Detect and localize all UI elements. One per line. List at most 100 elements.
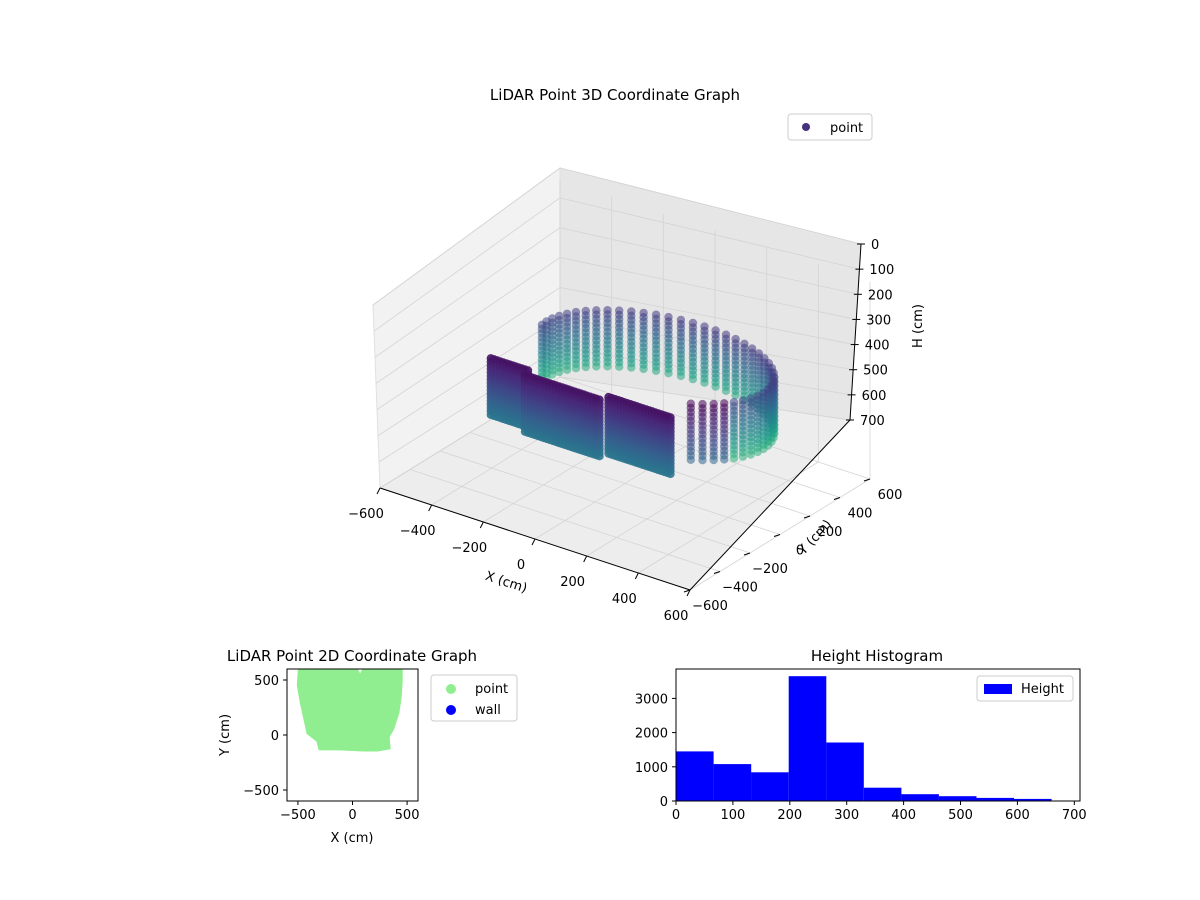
y-tick-label-histogram: 3000 bbox=[635, 692, 668, 707]
z-axis-label-3d: H (cm) bbox=[911, 304, 926, 348]
grid-line-z bbox=[559, 257, 857, 320]
y-tick-mark-3d bbox=[773, 534, 781, 537]
point-3d bbox=[711, 382, 720, 391]
x-tick-label-3d: −200 bbox=[451, 541, 487, 556]
y-tick-mark-3d bbox=[833, 497, 841, 500]
grid-line-z bbox=[559, 376, 851, 421]
legend-histogram: Height bbox=[976, 675, 1074, 702]
x-tick-label-histogram: 200 bbox=[777, 808, 802, 823]
grid-line-z bbox=[376, 287, 561, 410]
x-tick-label-3d: −600 bbox=[348, 507, 384, 522]
y-axis-line bbox=[689, 419, 851, 591]
grid-line-z bbox=[375, 257, 561, 384]
points-3d bbox=[486, 306, 779, 479]
point-3d bbox=[731, 391, 740, 400]
x-tick-mark-3d bbox=[531, 538, 536, 546]
histogram-bar bbox=[1014, 798, 1052, 801]
x-tick-label-2d: −500 bbox=[280, 808, 316, 823]
point-3d bbox=[651, 366, 661, 375]
histogram-bar bbox=[901, 794, 939, 801]
y-tick-label-3d: −400 bbox=[722, 581, 758, 596]
y-tick-label-3d: 600 bbox=[878, 488, 903, 503]
x-tick-label-3d: 200 bbox=[560, 575, 585, 590]
x-tick-mark-3d bbox=[376, 487, 381, 495]
point-3d bbox=[720, 455, 729, 464]
histogram-bar bbox=[676, 751, 714, 801]
x-tick-label-histogram: 600 bbox=[1005, 808, 1030, 823]
point-3d bbox=[676, 371, 686, 381]
grid-line-z bbox=[374, 227, 561, 358]
y-tick-mark-3d bbox=[713, 571, 721, 574]
legend-label-point-2d: point bbox=[475, 682, 508, 697]
x-tick-label-2d: 500 bbox=[395, 808, 420, 823]
legend-3d: point bbox=[787, 113, 873, 141]
y-tick-label-histogram: 1000 bbox=[635, 761, 668, 776]
z-tick-label-3d: 0 bbox=[871, 238, 879, 253]
point-3d bbox=[746, 450, 755, 459]
chart-2d-title: LiDAR Point 2D Coordinate Graph bbox=[227, 647, 477, 665]
x-tick-mark-3d bbox=[583, 555, 588, 563]
y-tick-label-histogram: 0 bbox=[660, 795, 668, 810]
histogram-title: Height Histogram bbox=[811, 647, 943, 665]
y-tick-mark-3d bbox=[803, 515, 811, 519]
y-tick-label-3d: −600 bbox=[692, 599, 728, 614]
x-tick-mark-3d bbox=[428, 504, 433, 512]
x-tick-label-2d: 0 bbox=[348, 808, 356, 823]
histogram-bar bbox=[826, 742, 864, 801]
point-3d bbox=[627, 363, 636, 372]
x-tick-label-3d: 400 bbox=[612, 592, 637, 607]
x-tick-label-3d: 600 bbox=[664, 609, 689, 624]
histogram-bar bbox=[788, 676, 827, 801]
histogram-bar bbox=[976, 797, 1014, 801]
point-3d bbox=[721, 386, 731, 395]
z-tick-label-3d: 400 bbox=[865, 339, 890, 354]
point-3d bbox=[562, 365, 572, 374]
point-3d bbox=[603, 362, 612, 371]
point-3d bbox=[688, 374, 698, 384]
histogram-bar bbox=[713, 764, 752, 801]
y-tick-mark-3d bbox=[863, 478, 871, 482]
grid-line-z bbox=[559, 287, 855, 345]
x-tick-label-histogram: 400 bbox=[891, 808, 916, 823]
y-tick-label-3d: 200 bbox=[818, 525, 843, 540]
chart-histogram: Height Histogram 0 100 200 300 400 500 600 7000… bbox=[635, 647, 1087, 823]
grid-line-y bbox=[469, 432, 781, 535]
histogram-bar bbox=[863, 787, 902, 801]
x-tick-label-histogram: 100 bbox=[720, 808, 745, 823]
legend-label-wall-2d: wall bbox=[475, 703, 501, 718]
legend-swatch-height bbox=[984, 684, 1012, 694]
x-tick-label-histogram: 700 bbox=[1062, 808, 1087, 823]
point-3d bbox=[753, 447, 762, 457]
z-tick-label-3d: 100 bbox=[869, 263, 894, 278]
point-3d bbox=[571, 364, 581, 373]
x-tick-mark-3d bbox=[686, 589, 691, 597]
chart-3d-title: LiDAR Point 3D Coordinate Graph bbox=[490, 86, 740, 104]
z-axis-line bbox=[849, 243, 862, 421]
grid-line-z bbox=[378, 346, 561, 463]
grid-line-z bbox=[373, 197, 561, 332]
x-tick-label-histogram: 500 bbox=[948, 808, 973, 823]
x-axis-label-3d: X (cm) bbox=[483, 569, 529, 597]
y-axis-label-2d: Y (cm) bbox=[218, 714, 233, 757]
x-tick-label-histogram: 300 bbox=[834, 808, 859, 823]
legend-marker-wall-2d bbox=[446, 705, 456, 715]
y-tick-label-3d: −200 bbox=[752, 562, 788, 577]
plot-frame-histogram bbox=[675, 668, 1081, 802]
point-3d bbox=[615, 362, 624, 371]
y-tick-label-2d: 0 bbox=[271, 729, 279, 744]
x-tick-label-3d: 0 bbox=[517, 558, 525, 573]
chart-3d: LiDAR Point 3D Coordinate Graph −600 −400… bbox=[348, 86, 926, 624]
point-3d bbox=[664, 369, 673, 378]
ticks-3d: −600−400−2000200400600−600−400−200020040… bbox=[348, 238, 902, 624]
legend-2d: point wall bbox=[430, 674, 518, 722]
y-tick-label-3d: 400 bbox=[848, 507, 873, 522]
x-axis-label-2d: X (cm) bbox=[331, 831, 374, 846]
y-tick-mark-3d bbox=[743, 552, 751, 556]
legend-marker-point-2d bbox=[446, 684, 456, 694]
point-cloud-2d bbox=[296, 669, 403, 752]
y-tick-mark-3d bbox=[683, 589, 691, 593]
legend-label-point-3d: point bbox=[830, 121, 863, 136]
chart-2d: LiDAR Point 2D Coordinate Graph −500 0 500… bbox=[218, 647, 518, 846]
point-3d bbox=[666, 469, 675, 479]
